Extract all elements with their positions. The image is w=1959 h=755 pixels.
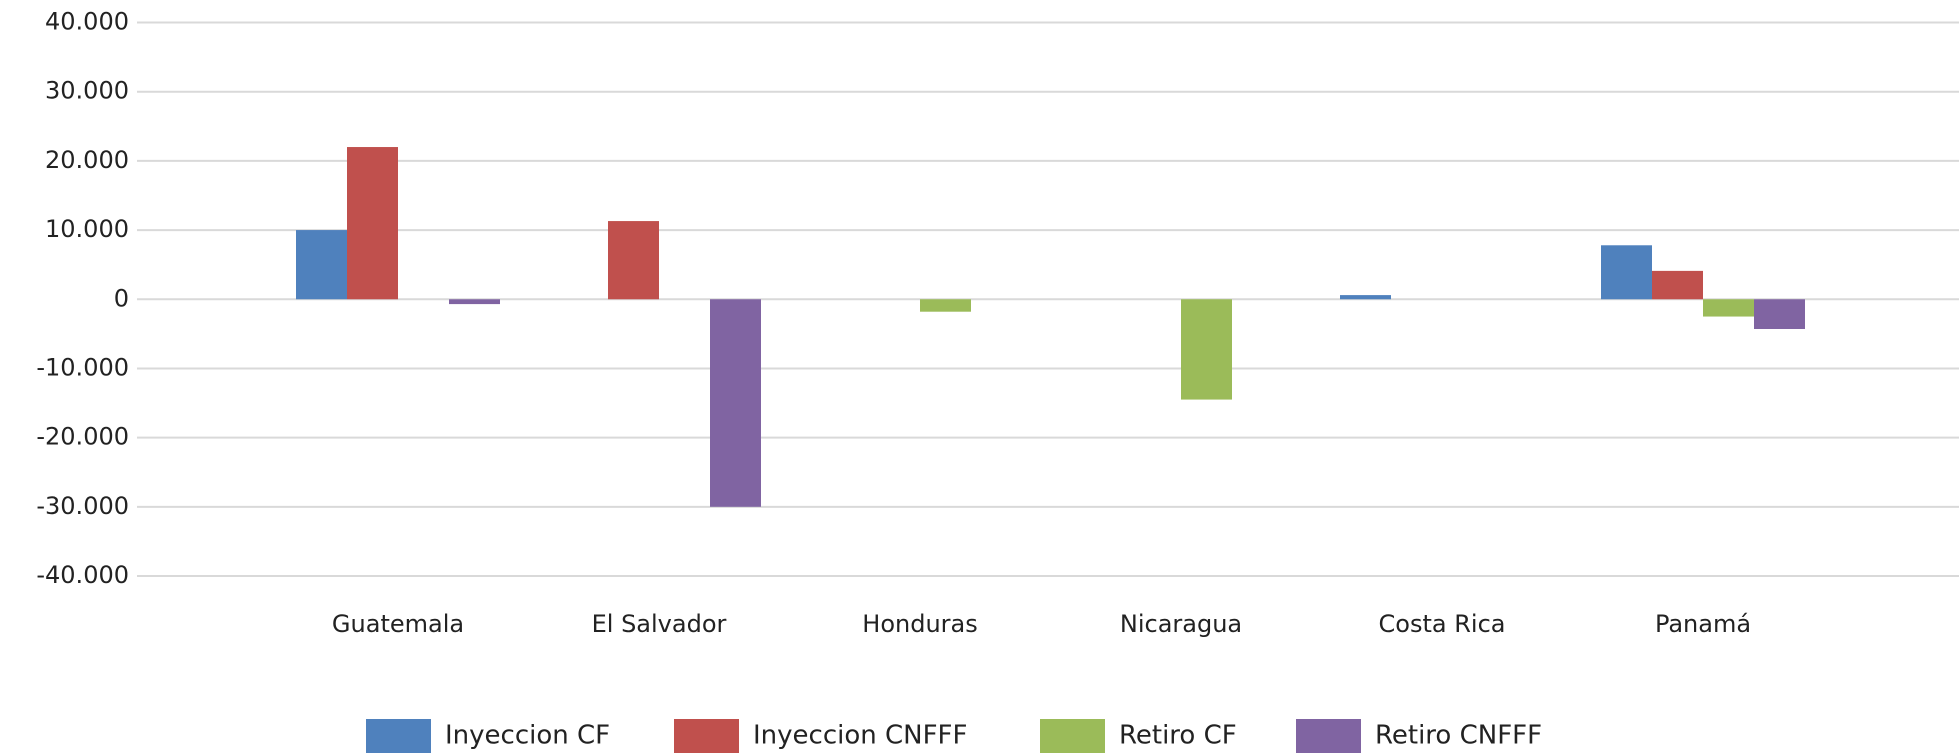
legend-label: Inyeccion CF	[445, 721, 610, 751]
bar	[1754, 299, 1805, 330]
legend-label: Retiro CNFFF	[1375, 721, 1542, 751]
y-tick-label: 30.000	[45, 77, 129, 105]
bar	[1601, 245, 1652, 300]
legend-label: Inyeccion CNFFF	[753, 721, 967, 751]
y-tick-label: 20.000	[45, 146, 129, 174]
legend-swatch	[366, 719, 431, 753]
x-tick-label: Nicaragua	[1120, 610, 1242, 638]
x-tick-label: Costa Rica	[1379, 610, 1506, 638]
bar	[347, 147, 398, 300]
bar	[608, 221, 659, 300]
bar	[1652, 270, 1703, 300]
x-tick-label: Panamá	[1655, 610, 1751, 638]
y-tick-label: 0	[114, 284, 129, 312]
legend-swatch	[1296, 719, 1361, 753]
legend-label: Retiro CF	[1119, 721, 1237, 751]
y-tick-label: 10.000	[45, 215, 129, 243]
x-tick-label: Honduras	[862, 610, 977, 638]
y-tick-label: -40.000	[36, 561, 129, 589]
bar	[1340, 295, 1391, 300]
bar	[1181, 299, 1232, 400]
y-tick-label: 40.000	[45, 8, 129, 36]
bar	[710, 299, 761, 507]
bar	[296, 230, 347, 300]
legend-swatch	[1040, 719, 1105, 753]
y-tick-label: -10.000	[36, 353, 129, 381]
y-tick-label: -20.000	[36, 423, 129, 451]
bar	[920, 299, 971, 312]
legend-swatch	[674, 719, 739, 753]
x-tick-label: Guatemala	[332, 610, 464, 638]
x-tick-label: El Salvador	[592, 610, 727, 638]
y-tick-label: -30.000	[36, 492, 129, 520]
bar	[1703, 299, 1754, 317]
bar	[449, 299, 500, 305]
